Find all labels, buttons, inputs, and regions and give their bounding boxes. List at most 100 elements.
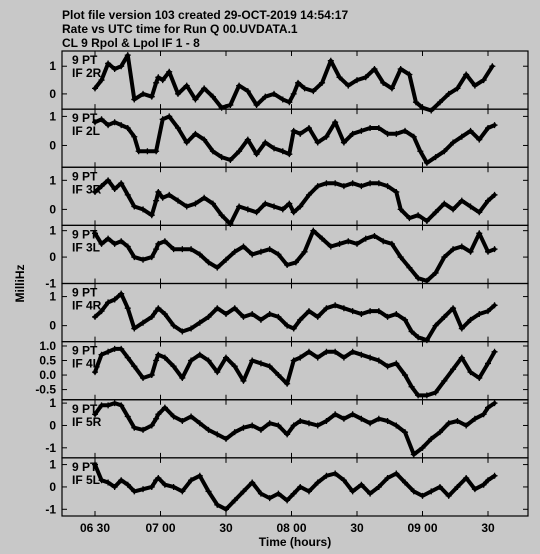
data-point — [345, 238, 352, 245]
data-point — [458, 354, 465, 361]
panel-sublabel: IF 2L — [72, 124, 100, 138]
panel-sublabel: IF 3R — [72, 182, 102, 196]
data-point — [111, 483, 118, 490]
panel-sublabel: IF 5L — [72, 473, 100, 487]
data-point — [393, 360, 400, 367]
data-point — [140, 486, 147, 493]
data-point — [279, 96, 286, 103]
data-point — [244, 88, 251, 95]
data-point — [314, 354, 321, 361]
data-point — [188, 477, 195, 484]
data-point — [161, 354, 168, 361]
data-point — [323, 348, 330, 355]
data-point — [286, 151, 293, 158]
panel-sublabel: IF 4R — [72, 299, 102, 313]
data-point — [205, 313, 212, 320]
data-point — [367, 420, 374, 427]
data-point — [98, 240, 105, 247]
data-point — [131, 96, 138, 103]
data-point — [240, 243, 247, 250]
data-point — [423, 277, 430, 284]
data-point — [327, 57, 334, 64]
data-point — [458, 133, 465, 140]
x-axis-label: Time (hours) — [259, 535, 331, 549]
data-point — [467, 316, 474, 323]
data-point — [419, 492, 426, 499]
data-point — [471, 415, 478, 422]
data-point — [428, 435, 435, 442]
data-point — [92, 313, 98, 320]
data-point — [428, 488, 435, 495]
data-point — [92, 230, 98, 237]
data-point — [188, 413, 195, 420]
data-point — [209, 148, 216, 155]
data-point — [489, 63, 496, 70]
data-point — [423, 218, 430, 225]
data-point — [140, 319, 147, 326]
data-point — [463, 474, 470, 481]
data-point — [201, 194, 208, 201]
y-axis-label: MilliHz — [13, 265, 27, 303]
data-point — [271, 203, 278, 210]
data-point — [432, 322, 439, 329]
data-point — [253, 101, 260, 108]
panel-frame — [61, 282, 529, 343]
data-point — [253, 209, 260, 216]
panel-label: 9 PT — [72, 286, 98, 300]
data-point — [266, 363, 273, 370]
data-point — [131, 133, 138, 140]
data-point — [436, 483, 443, 490]
data-point — [384, 474, 391, 481]
data-point — [319, 79, 326, 86]
y-tick-label: 1 — [49, 59, 56, 73]
data-point — [153, 415, 160, 422]
data-point — [491, 246, 498, 253]
y-tick-label: 0.5 — [39, 354, 56, 368]
data-point — [201, 136, 208, 143]
panel-frame — [61, 166, 529, 226]
data-point — [148, 372, 155, 379]
data-point — [371, 65, 378, 72]
data-point — [161, 311, 168, 318]
panel-label: 9 PT — [72, 111, 98, 125]
data-point — [105, 479, 112, 486]
data-point — [375, 308, 382, 315]
data-point — [284, 431, 291, 438]
data-point — [140, 90, 147, 97]
data-point — [297, 354, 304, 361]
data-point — [358, 481, 365, 488]
data-point — [441, 148, 448, 155]
data-point — [340, 477, 347, 484]
y-tick-label: 0 — [49, 138, 56, 152]
data-point — [471, 82, 478, 89]
series-line — [93, 291, 497, 343]
data-point — [159, 194, 166, 201]
data-point — [349, 180, 356, 187]
data-point — [236, 148, 243, 155]
data-point — [170, 483, 177, 490]
data-point — [332, 180, 339, 187]
data-point — [284, 322, 291, 329]
data-point — [196, 251, 203, 258]
data-point — [153, 79, 160, 86]
data-point — [131, 363, 138, 370]
data-point — [118, 180, 125, 187]
data-point — [205, 488, 212, 495]
data-point — [323, 472, 330, 479]
data-point — [458, 243, 465, 250]
data-point — [485, 308, 491, 315]
panel-label: 9 PT — [72, 402, 98, 416]
data-point — [192, 200, 199, 207]
y-tick-label: 1 — [49, 109, 56, 123]
data-point — [380, 238, 387, 245]
data-point — [98, 402, 105, 409]
data-point — [223, 256, 229, 263]
data-point — [384, 183, 391, 190]
data-point — [105, 177, 112, 184]
data-point — [375, 483, 382, 490]
data-point — [485, 248, 491, 255]
data-point — [480, 481, 487, 488]
data-point — [166, 191, 173, 198]
data-point — [124, 243, 131, 250]
